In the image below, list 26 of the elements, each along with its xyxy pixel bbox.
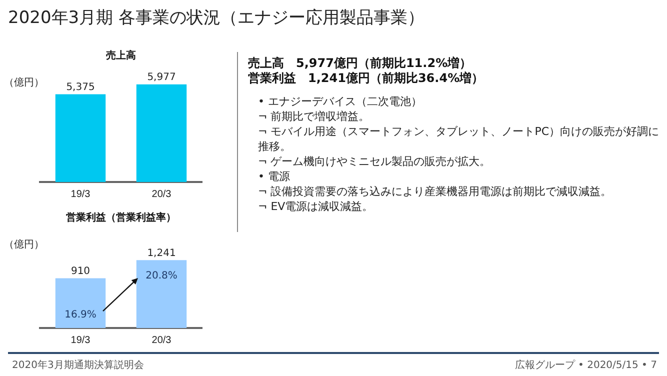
text: 2020年3月期通期決算説明会 bbox=[12, 358, 144, 372]
x-tick-label: 20/3 bbox=[152, 334, 172, 346]
text: ¬ 前期比で増収増益。 bbox=[258, 109, 371, 124]
annotation: 20.8% bbox=[146, 270, 178, 282]
y-axis-title: （億円） bbox=[4, 238, 44, 251]
text: 売上高 5,977億円（前期比11.2%増） bbox=[248, 56, 473, 71]
text: ¬ モバイル用途（スマートフォン、タブレット、ノートPC）向けの販売が好調に推移。 bbox=[258, 124, 660, 154]
data-label: 5,375 bbox=[66, 82, 95, 93]
x-tick-label: 19/3 bbox=[70, 334, 91, 346]
text: 営業利益 1,241億円（前期比36.4%増） bbox=[248, 71, 485, 86]
x-tick-label: 20/3 bbox=[152, 188, 172, 200]
y-axis-title: （億円） bbox=[4, 76, 44, 89]
data-label: 1,241 bbox=[147, 248, 176, 259]
text: ¬ ゲーム機向けやミニセル製品の販売が拡大。 bbox=[258, 154, 492, 169]
text: ¬ EV電源は減収減益。 bbox=[258, 199, 374, 214]
text: 2020年3月期 各事業の状況（エナジー応用製品事業） bbox=[8, 7, 424, 29]
text: • 電源 bbox=[258, 169, 291, 184]
chart-title: 営業利益（営業利益率） bbox=[66, 212, 176, 224]
data-label: 5,977 bbox=[147, 72, 176, 83]
x-tick-label: 19/3 bbox=[70, 188, 91, 200]
text: • エナジーデバイス（二次電池） bbox=[258, 94, 423, 109]
text: 広報グループ • 2020/5/15 • 7 bbox=[514, 358, 657, 372]
chart-title: 売上高 bbox=[106, 50, 136, 62]
annotation: 16.9% bbox=[64, 310, 96, 321]
data-label: 910 bbox=[70, 266, 90, 277]
text: ¬ 設備投資需要の落ち込みにより産業機器用電源は前期比で減収減益。 bbox=[258, 184, 613, 199]
